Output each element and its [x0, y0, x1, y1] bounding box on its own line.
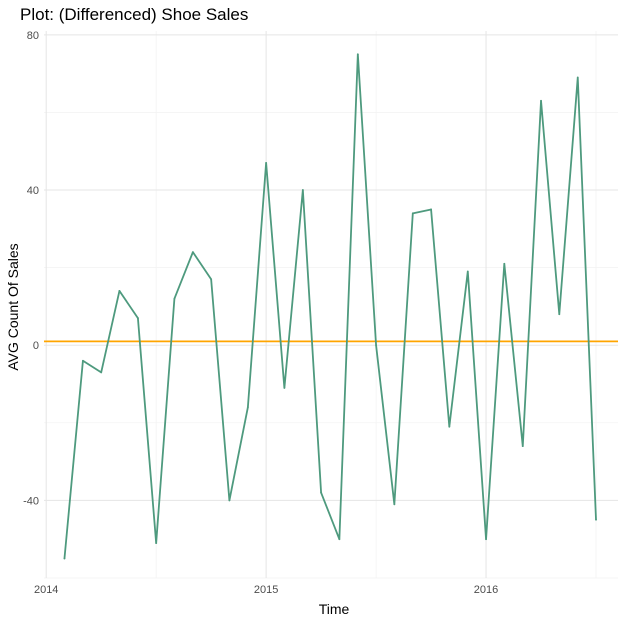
data-point: [173, 297, 176, 300]
data-point: [191, 251, 194, 254]
series-line: [63, 53, 597, 559]
data-point: [246, 406, 249, 409]
data-point: [485, 538, 487, 541]
data-point: [210, 278, 213, 281]
x-tick-label: 2016: [474, 584, 498, 596]
data-point: [503, 262, 506, 265]
data-point: [137, 317, 139, 319]
y-tick-label: 40: [27, 185, 39, 197]
x-axis-label: Time: [319, 601, 350, 617]
data-point: [100, 371, 103, 374]
data-point: [411, 212, 414, 215]
data-point: [375, 344, 377, 347]
y-axis-ticks: 80 40 0 -40: [23, 30, 39, 508]
series-layer: [63, 53, 597, 560]
data-point: [320, 491, 323, 494]
y-tick-label: 0: [33, 340, 39, 352]
data-point: [118, 290, 121, 292]
data-point: [393, 503, 396, 506]
data-point: [283, 387, 286, 389]
x-tick-label: 2014: [34, 584, 58, 596]
x-axis-ticks: 2014 2015 2016: [34, 584, 498, 596]
grid: [44, 31, 618, 579]
y-tick-label: 80: [27, 30, 39, 42]
y-axis-label: AVG Count Of Sales: [5, 243, 21, 370]
data-point: [155, 542, 158, 544]
data-point: [82, 359, 84, 362]
x-tick-label: 2015: [254, 584, 278, 596]
data-point: [558, 313, 561, 316]
data-point: [595, 518, 597, 521]
data-point: [430, 208, 432, 211]
y-tick-label: -40: [23, 495, 39, 507]
data-point: [265, 162, 268, 164]
data-point: [448, 425, 451, 428]
data-point: [228, 499, 231, 502]
data-point: [576, 76, 579, 79]
data-point: [338, 538, 341, 541]
data-point: [540, 99, 542, 102]
data-point: [356, 53, 359, 56]
data-point: [521, 445, 524, 447]
data-point: [63, 557, 66, 560]
chart-title: Plot: (Differenced) Shoe Sales: [20, 5, 248, 24]
data-point: [466, 270, 469, 273]
data-point: [301, 189, 304, 191]
